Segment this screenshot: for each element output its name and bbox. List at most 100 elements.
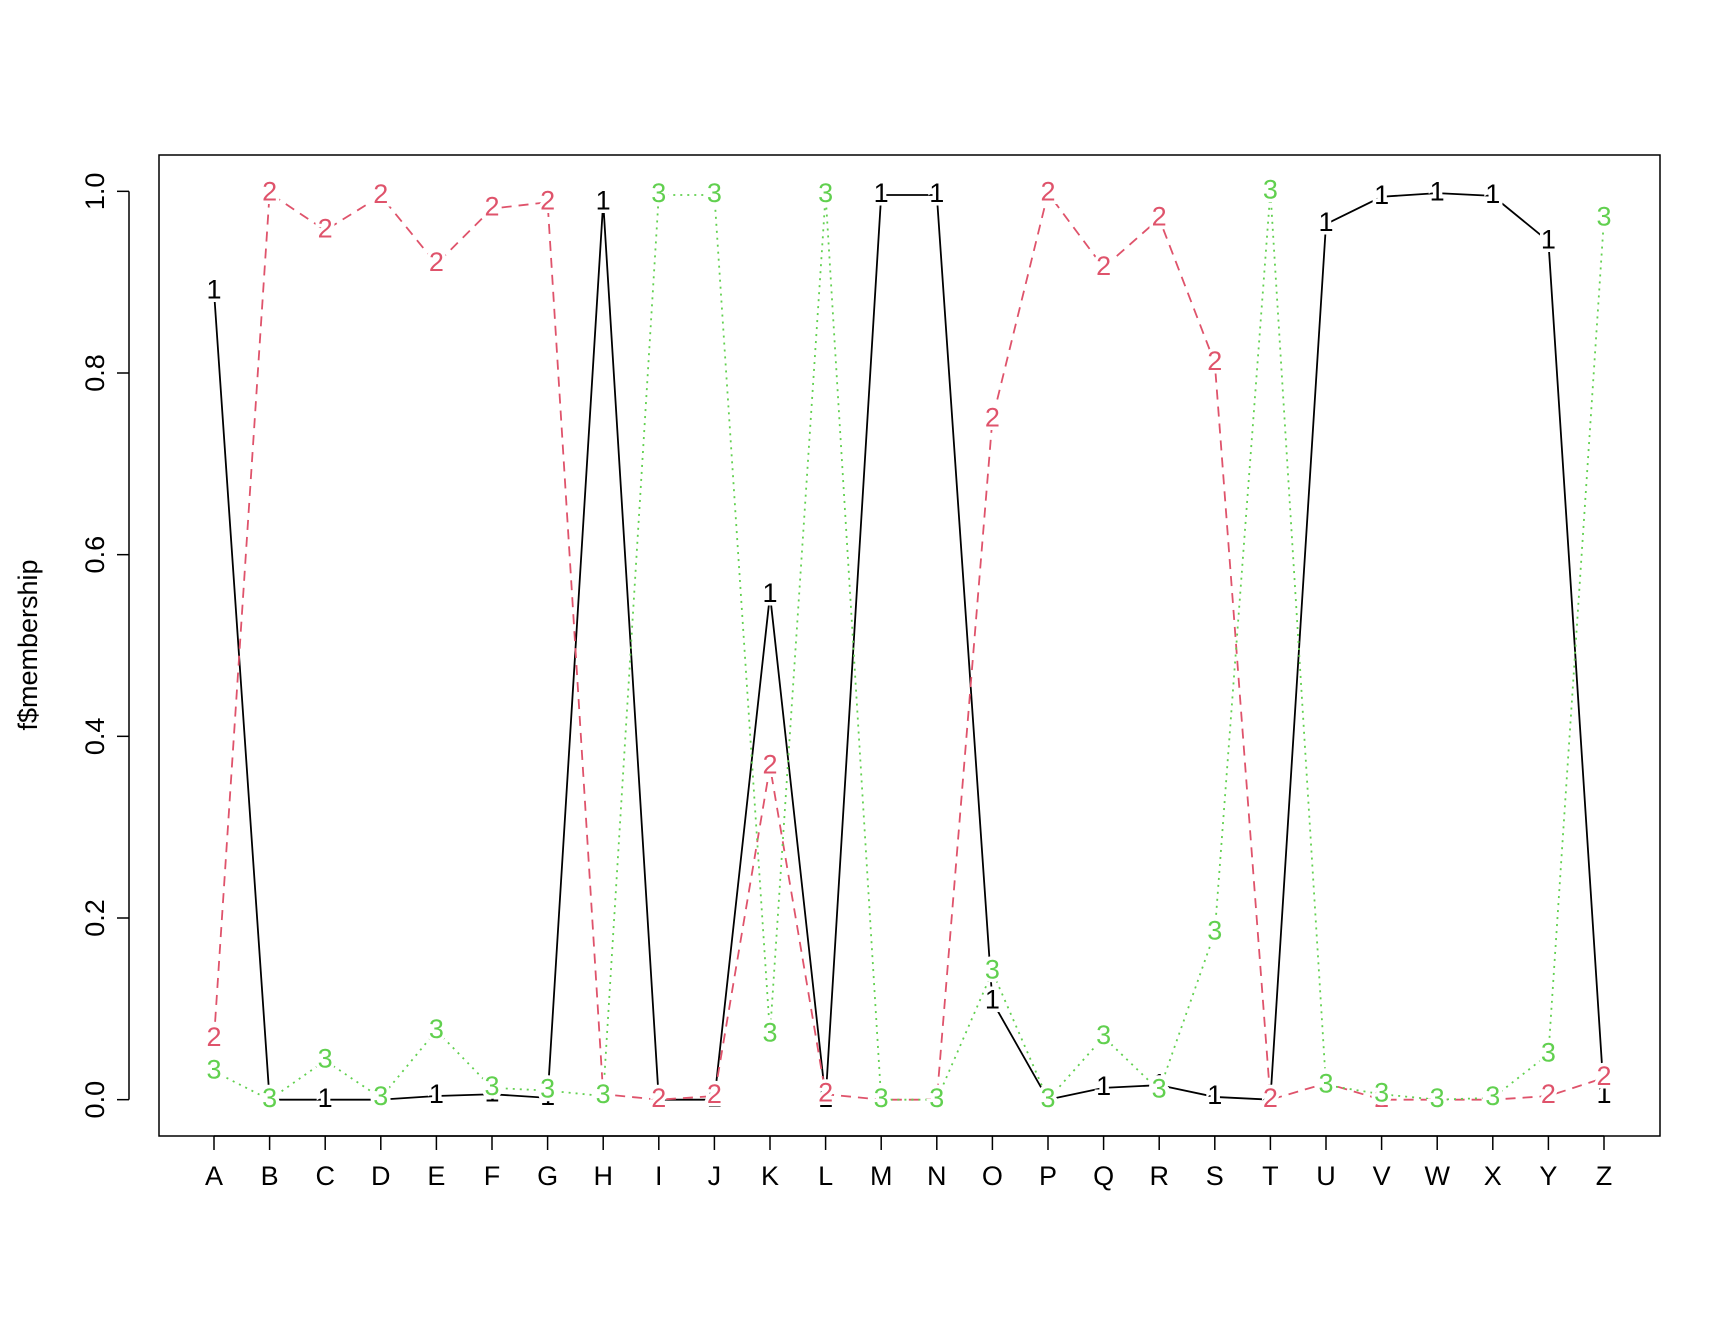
series-line bbox=[213, 191, 1605, 1101]
point-symbol: 3 bbox=[707, 178, 722, 208]
y-tick-label: 0.2 bbox=[80, 899, 110, 937]
point-symbol: 3 bbox=[1541, 1037, 1556, 1067]
point-symbol: 3 bbox=[1096, 1020, 1111, 1050]
point-symbol: 3 bbox=[651, 178, 666, 208]
point-symbol: 2 bbox=[707, 1079, 722, 1109]
point-symbol: 1 bbox=[540, 1081, 555, 1111]
x-tick-label: A bbox=[205, 1161, 223, 1191]
point-symbol: 1 bbox=[985, 985, 1000, 1015]
point-symbol: 3 bbox=[540, 1074, 555, 1104]
point-symbol: 2 bbox=[262, 176, 277, 206]
point-symbol: 3 bbox=[1485, 1081, 1500, 1111]
point-symbol: 3 bbox=[929, 1083, 944, 1113]
point-symbol: 2 bbox=[540, 185, 555, 215]
y-axis-label: f$membership bbox=[13, 559, 43, 730]
point-symbol: 1 bbox=[206, 274, 221, 304]
point-symbol: 1 bbox=[929, 178, 944, 208]
y-tick-label: 0.0 bbox=[80, 1081, 110, 1119]
point-symbol: 3 bbox=[373, 1081, 388, 1111]
series-line bbox=[213, 191, 1605, 1102]
point-symbol: 2 bbox=[1485, 1083, 1500, 1113]
x-tick-label: B bbox=[261, 1161, 279, 1191]
point-symbol: 1 bbox=[1374, 180, 1389, 210]
point-symbol: 1 bbox=[651, 1083, 666, 1113]
point-symbol: 1 bbox=[762, 578, 777, 608]
x-tick-label: U bbox=[1316, 1161, 1336, 1191]
point-symbol: 1 bbox=[484, 1077, 499, 1107]
x-tick-label: M bbox=[870, 1161, 893, 1191]
x-tick-label: X bbox=[1484, 1161, 1502, 1191]
y-tick-label: 1.0 bbox=[80, 173, 110, 211]
x-tick-label: R bbox=[1149, 1161, 1169, 1191]
point-symbol: 1 bbox=[429, 1079, 444, 1109]
point-symbol: 2 bbox=[1374, 1083, 1389, 1113]
point-symbol: 3 bbox=[1596, 202, 1611, 232]
x-tick-label: C bbox=[315, 1161, 335, 1191]
x-tick-label: G bbox=[537, 1161, 558, 1191]
point-symbol: 2 bbox=[818, 1077, 833, 1107]
x-tick-label: K bbox=[761, 1161, 779, 1191]
x-tick-label: E bbox=[427, 1161, 445, 1191]
point-symbol: 2 bbox=[596, 1077, 611, 1107]
point-symbol: 3 bbox=[262, 1083, 277, 1113]
x-tick-label: N bbox=[927, 1161, 947, 1191]
point-symbol: 1 bbox=[1318, 207, 1333, 237]
x-tick-label: Y bbox=[1539, 1161, 1557, 1191]
point-symbol: 2 bbox=[985, 402, 1000, 432]
point-symbol: 2 bbox=[1430, 1083, 1445, 1113]
x-tick-label: L bbox=[818, 1161, 833, 1191]
point-symbol: 1 bbox=[1040, 1083, 1055, 1113]
point-symbol: 2 bbox=[929, 1083, 944, 1113]
point-symbol: 3 bbox=[1207, 916, 1222, 946]
y-tick-label: 0.4 bbox=[80, 718, 110, 756]
x-tick-label: Z bbox=[1596, 1161, 1613, 1191]
point-symbol: 2 bbox=[373, 179, 388, 209]
point-symbol: 3 bbox=[1263, 174, 1278, 204]
point-symbol: 1 bbox=[262, 1083, 277, 1113]
point-symbol: 3 bbox=[818, 178, 833, 208]
point-symbol: 3 bbox=[484, 1071, 499, 1101]
point-symbol: 2 bbox=[1541, 1079, 1556, 1109]
x-tick-label: O bbox=[982, 1161, 1003, 1191]
series-line bbox=[213, 192, 1605, 1101]
x-tick-label: V bbox=[1373, 1161, 1391, 1191]
x-tick-label: T bbox=[1262, 1161, 1279, 1191]
point-symbol: 2 bbox=[1207, 346, 1222, 376]
point-symbol: 2 bbox=[1096, 251, 1111, 281]
x-tick-label: I bbox=[655, 1161, 663, 1191]
point-symbol: 1 bbox=[874, 178, 889, 208]
point-symbol: 3 bbox=[985, 955, 1000, 985]
plot-frame bbox=[158, 154, 1661, 1137]
point-symbol: 3 bbox=[429, 1014, 444, 1044]
point-symbol: 2 bbox=[1318, 1066, 1333, 1096]
point-symbol: 1 bbox=[1430, 176, 1445, 206]
point-symbol: 2 bbox=[484, 192, 499, 222]
point-symbol: 1 bbox=[596, 185, 611, 215]
point-symbol: 3 bbox=[1152, 1074, 1167, 1104]
y-tick-label: 0.6 bbox=[80, 536, 110, 574]
point-symbol: 3 bbox=[1040, 1083, 1055, 1113]
point-symbol: 3 bbox=[206, 1055, 221, 1085]
point-symbol: 2 bbox=[429, 247, 444, 277]
point-symbol: 2 bbox=[318, 214, 333, 244]
point-symbol: 1 bbox=[373, 1083, 388, 1113]
point-symbol: 1 bbox=[818, 1083, 833, 1113]
x-tick-label: J bbox=[708, 1161, 722, 1191]
point-symbol: 2 bbox=[1040, 176, 1055, 206]
point-symbol: 1 bbox=[1263, 1083, 1278, 1113]
y-tick-label: 0.8 bbox=[80, 354, 110, 392]
point-symbol: 3 bbox=[1430, 1083, 1445, 1113]
point-symbol: 2 bbox=[874, 1083, 889, 1113]
x-tick-label: Q bbox=[1093, 1161, 1114, 1191]
x-tick-label: S bbox=[1206, 1161, 1224, 1191]
point-symbol: 1 bbox=[1152, 1068, 1167, 1098]
point-symbol: 2 bbox=[1152, 202, 1167, 232]
point-symbol: 1 bbox=[318, 1083, 333, 1113]
point-symbol: 1 bbox=[1485, 179, 1500, 209]
x-tick-label: W bbox=[1424, 1161, 1450, 1191]
point-symbol: 2 bbox=[1263, 1083, 1278, 1113]
point-symbol: 2 bbox=[651, 1083, 666, 1113]
x-tick-label: H bbox=[593, 1161, 613, 1191]
